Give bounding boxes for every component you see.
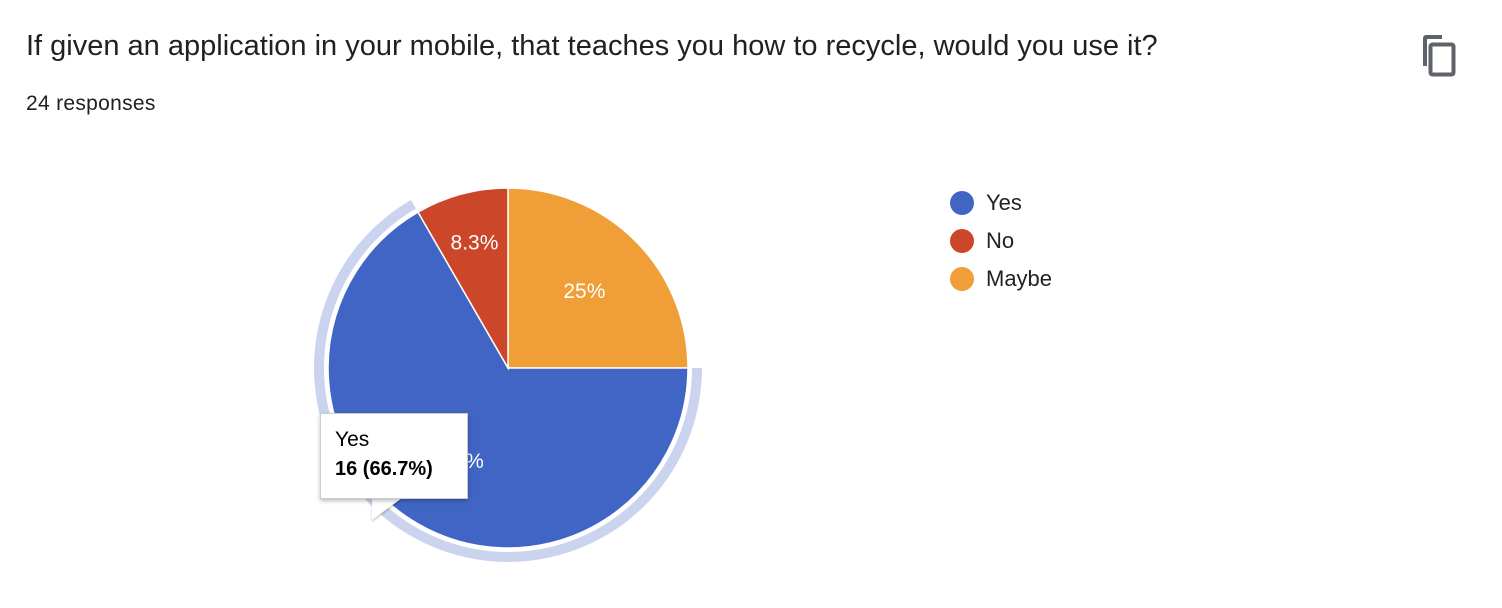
pie-slice-no[interactable] [416,187,509,371]
slice-label-no: 8.3% [451,231,499,254]
legend-dot-maybe [950,267,974,291]
legend-dot-no [950,229,974,253]
chart-legend: Yes No Maybe [950,184,1052,298]
response-count: 24 responses [26,92,156,115]
slice-label-maybe: 25% [563,280,605,303]
copy-icon [1423,35,1456,77]
legend-item-no[interactable]: No [950,222,1052,260]
tooltip-category: Yes [335,428,370,451]
tooltip-value: 16 (66.7%) [335,458,433,480]
legend-item-maybe[interactable]: Maybe [950,260,1052,298]
question-title: If given an application in your mobile, … [26,30,1158,62]
legend-dot-yes [950,191,974,215]
copy-chart-button[interactable] [1412,28,1468,84]
slice-tooltip: Yes 16 (66.7%) [320,413,468,499]
legend-label: Yes [986,190,1022,215]
legend-item-yes[interactable]: Yes [950,184,1052,222]
pie-slice-maybe[interactable] [507,187,689,369]
legend-label: No [986,228,1015,253]
legend-label: Maybe [986,266,1053,291]
tooltip-pointer [372,498,402,520]
